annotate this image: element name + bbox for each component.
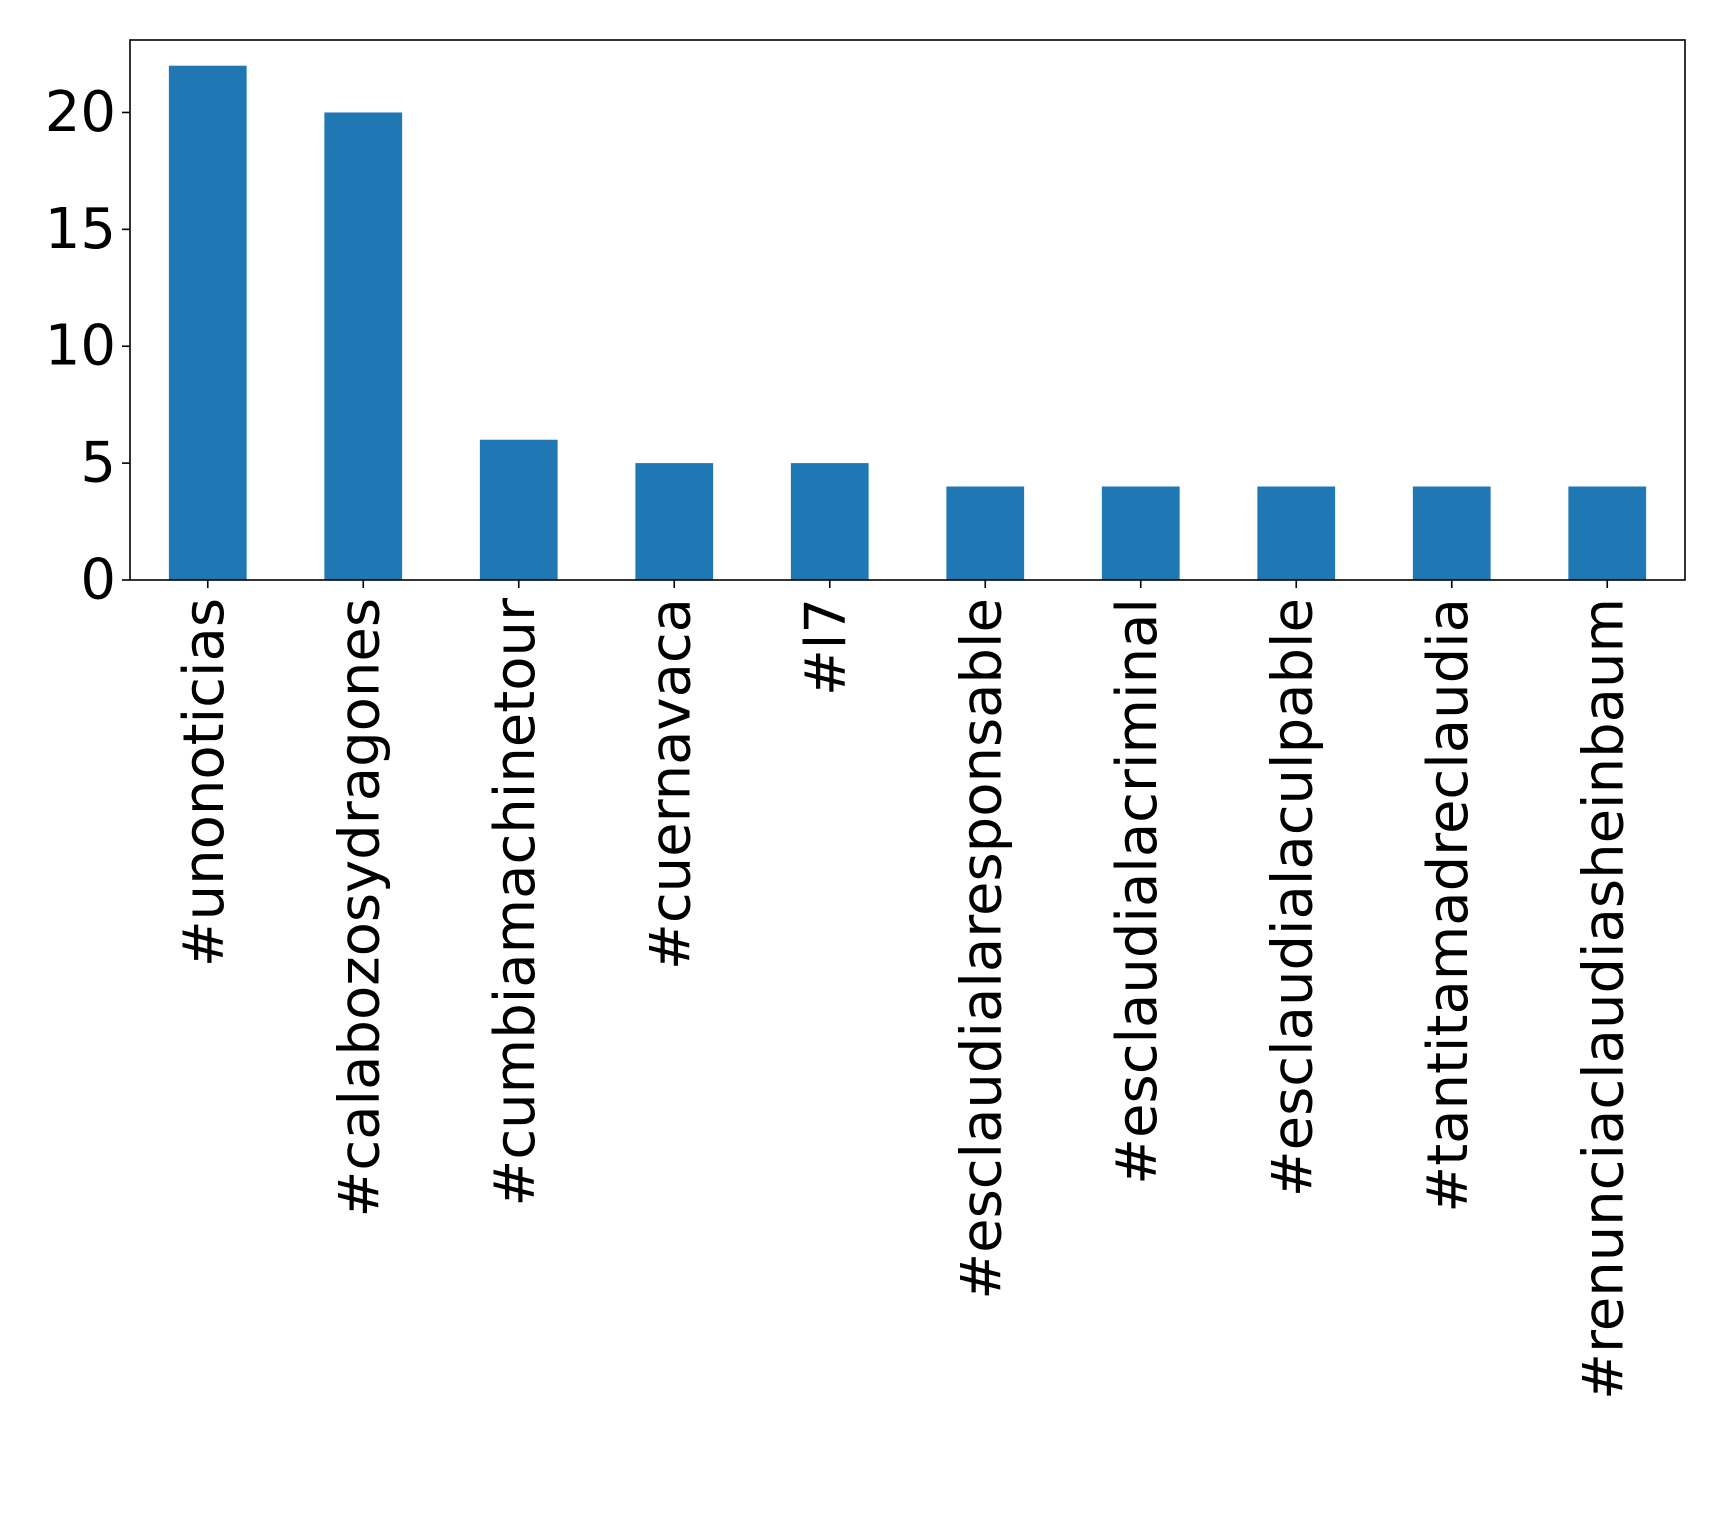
bar-6 bbox=[1101, 486, 1180, 580]
plot-frame bbox=[129, 39, 1686, 581]
y-tick-label: 20 bbox=[45, 80, 116, 145]
x-tick-label: #cumbiamachinetour bbox=[483, 597, 548, 1207]
bar-9 bbox=[1568, 486, 1647, 580]
bar-3 bbox=[635, 463, 714, 580]
bar-2 bbox=[479, 439, 558, 580]
y-tick-label: 0 bbox=[80, 548, 116, 613]
x-tick-label: #esclaudialacriminal bbox=[1105, 598, 1170, 1185]
bar-5 bbox=[946, 486, 1025, 580]
x-tick-label: #esclaudialaculpable bbox=[1260, 598, 1325, 1197]
x-tick-label: #l7 bbox=[794, 598, 859, 696]
x-tick-label: #esclaudialaresponsable bbox=[949, 598, 1014, 1300]
bars-group bbox=[168, 65, 1647, 580]
y-tick-label: 5 bbox=[80, 431, 116, 496]
bar-1 bbox=[324, 112, 403, 580]
bar-0 bbox=[168, 65, 247, 580]
x-tick-label: #calabozosydragones bbox=[327, 598, 392, 1218]
y-tick-label: 15 bbox=[45, 197, 116, 262]
bar-4 bbox=[790, 463, 869, 580]
y-tick-label: 10 bbox=[45, 314, 116, 379]
x-tick-label: #cuernavaca bbox=[638, 598, 703, 970]
x-tick-label: #tantitamadreclaudia bbox=[1416, 598, 1481, 1213]
x-tick-label: #unonoticias bbox=[172, 598, 237, 967]
y-axis: 0 5 10 15 20 bbox=[45, 80, 130, 613]
bar-7 bbox=[1257, 486, 1336, 580]
x-axis: #unonoticias #calabozosydragones #cumbiama… bbox=[172, 580, 1636, 1400]
bar-8 bbox=[1412, 486, 1491, 580]
x-tick-label: #renunciaclaudiasheinbaum bbox=[1571, 598, 1636, 1400]
